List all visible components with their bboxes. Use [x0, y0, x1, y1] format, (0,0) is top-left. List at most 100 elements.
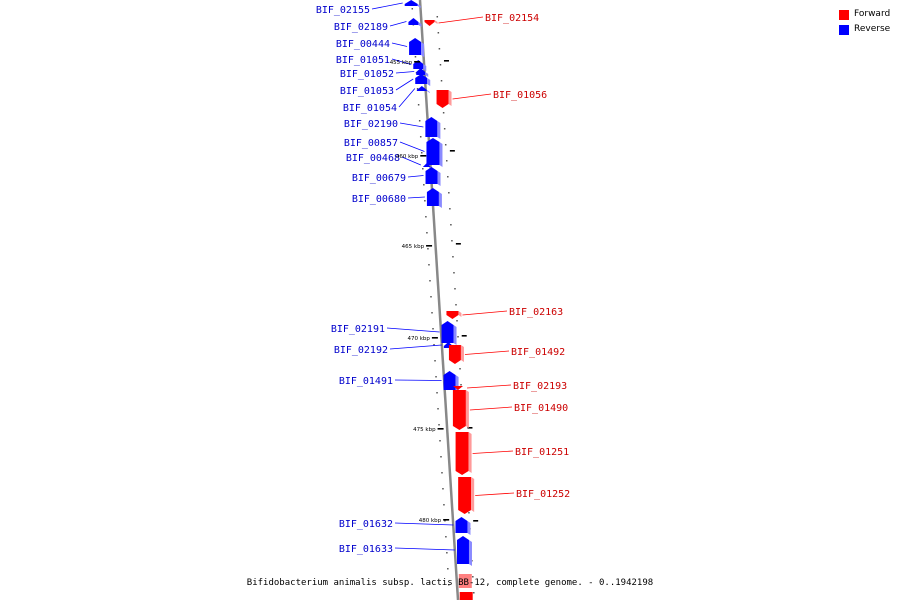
dot-tick: [447, 568, 449, 570]
legend-reverse-swatch: [839, 25, 849, 35]
gene-leader-line: [398, 88, 416, 108]
dot-tick: [427, 248, 429, 250]
dot-tick: [460, 384, 462, 386]
gene-BIF_02155: [404, 0, 421, 8]
dot-tick: [444, 520, 446, 522]
gene-BIF_01252: [458, 477, 475, 514]
gene-label-BIF_02163: BIF_02163: [509, 307, 563, 318]
scale-marks: 455 kbp 460 kbp 465 kbp 470 kbp 475 kbp 480 k…: [390, 60, 450, 524]
legend-reverse-label: Reverse: [854, 24, 891, 34]
dot-tick: [432, 328, 434, 330]
dot-tick: [447, 176, 449, 178]
gene-BIF_01633: [456, 536, 472, 566]
gene-label-BIF_01052: BIF_01052: [340, 69, 394, 80]
scale-tick: [420, 155, 427, 157]
dot-tick: [454, 288, 456, 290]
scale-tick: [443, 519, 450, 521]
dot-tick: [441, 472, 443, 474]
dot-tick: [440, 80, 443, 82]
dot-tick: [422, 168, 424, 170]
dot-tick: [445, 536, 447, 538]
dot-tick: [442, 112, 445, 114]
dot-tick: [418, 120, 421, 122]
dot-tick: [448, 192, 450, 194]
dot-tick: [443, 128, 446, 130]
gene-BIF_01056: [436, 90, 452, 108]
dot-tick: [436, 392, 438, 394]
dot-tick: [429, 280, 431, 282]
gene-BIF_01490: [452, 390, 469, 430]
gene-label-BIF_02190: BIF_02190: [344, 119, 398, 130]
dash-tick: [461, 335, 467, 337]
gene-labels: BIF_02155 BIF_02189 BIF_00444 BIF_01051 BIF_…: [316, 2, 570, 555]
scale-label: 465 kbp: [402, 244, 425, 250]
gene-label-BIF_01633: BIF_01633: [339, 544, 393, 555]
dot-tick: [416, 88, 419, 90]
dot-tick: [453, 272, 455, 274]
gene-BIF_01491: [443, 371, 459, 392]
gene-BIF_02154: [424, 20, 438, 26]
scale-label: 470 kbp: [407, 336, 430, 342]
legend-forward-label: Forward: [854, 9, 891, 19]
gene-BIF_02163: [446, 311, 462, 319]
gene-BIF_00680: [426, 188, 442, 208]
gene-label-BIF_01252: BIF_01252: [516, 489, 570, 500]
gene-leader-line: [464, 350, 510, 355]
gene-label-BIF_01492: BIF_01492: [511, 347, 565, 358]
map-caption: Bifidobacterium animalis subsp. lactis B…: [246, 578, 654, 588]
gene-BIF_02193: [453, 386, 467, 390]
gene-features: [404, 0, 475, 600]
dash-tick: [467, 427, 473, 429]
gene-label-BIF_02155: BIF_02155: [316, 5, 370, 16]
scale-tick: [414, 61, 421, 63]
gene-partial-bottom: [458, 574, 473, 600]
gene-label-BIF_01053: BIF_01053: [340, 86, 394, 97]
dot-tick: [444, 144, 447, 146]
dot-tick: [455, 304, 457, 306]
gene-label-BIF_01490: BIF_01490: [514, 403, 568, 414]
gene-label-BIF_01491: BIF_01491: [339, 376, 393, 387]
gene-leader-line: [469, 406, 513, 411]
gene-label-BIF_01251: BIF_01251: [515, 447, 569, 458]
gene-label-BIF_00468: BIF_00468: [346, 153, 400, 164]
dot-tick: [421, 152, 423, 154]
dot-tick: [446, 160, 448, 162]
dot-tick: [473, 592, 475, 594]
dot-tick: [430, 296, 432, 298]
gene-BIF_01492: [448, 345, 464, 364]
scale-tick: [437, 428, 444, 430]
gene-BIF_01054: [416, 86, 430, 93]
dot-tick: [449, 208, 451, 210]
gene-BIF_02189: [408, 18, 422, 27]
gene-leader-line: [452, 93, 492, 100]
dot-tick: [425, 216, 427, 218]
dot-tick: [439, 64, 442, 66]
dot-tick: [434, 360, 436, 362]
gene-label-BIF_02191: BIF_02191: [331, 324, 385, 335]
gene-leader-line: [394, 379, 442, 381]
dot-tick: [472, 576, 474, 578]
gene-leader-line: [407, 196, 425, 199]
gene-leader-line: [462, 310, 508, 316]
scale-tick: [431, 337, 438, 339]
dot-tick: [443, 504, 445, 506]
gene-BIF_01632: [455, 517, 471, 535]
scale-label: 475 kbp: [413, 427, 436, 433]
gene-label-BIF_00857: BIF_00857: [344, 138, 398, 149]
dot-tick: [417, 104, 420, 106]
dot-tick: [424, 200, 426, 202]
dot-tick: [440, 456, 442, 458]
gene-leader-line: [399, 141, 425, 152]
gene-label-BIF_02192: BIF_02192: [334, 345, 388, 356]
gene-BIF_02190: [425, 117, 441, 139]
dot-tick: [452, 256, 454, 258]
gene-label-BIF_01051: BIF_01051: [336, 55, 390, 66]
dash-tick: [443, 60, 449, 62]
gene-leader-line: [475, 492, 515, 496]
gene-leader-line: [386, 327, 440, 333]
gene-label-BIF_00680: BIF_00680: [352, 194, 406, 205]
gene-leader-line: [407, 175, 424, 178]
gene-BIF_01052: [416, 68, 429, 77]
dash-tick: [473, 520, 479, 522]
dot-tick: [423, 184, 425, 186]
